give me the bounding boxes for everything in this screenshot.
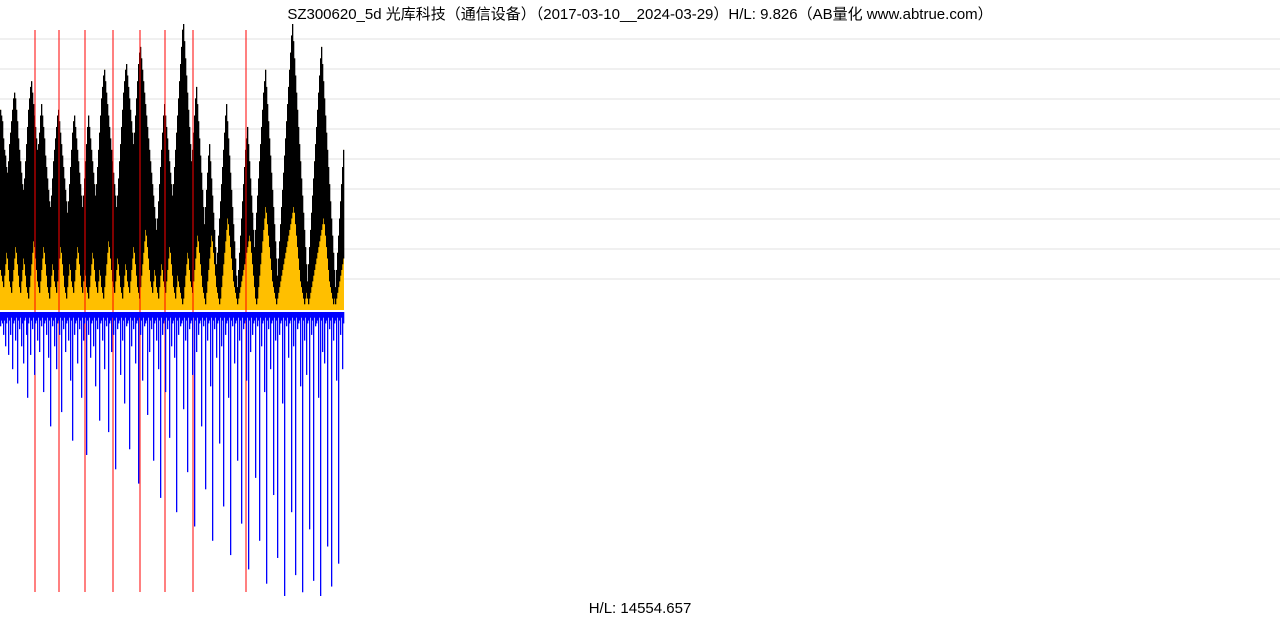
- chart-title: SZ300620_5d 光库科技（通信设备）（2017-03-10__2024-…: [0, 0, 1280, 24]
- chart-footer: H/L: 14554.657: [0, 600, 1280, 617]
- chart-area: [0, 24, 1280, 596]
- chart-svg: [0, 24, 1280, 596]
